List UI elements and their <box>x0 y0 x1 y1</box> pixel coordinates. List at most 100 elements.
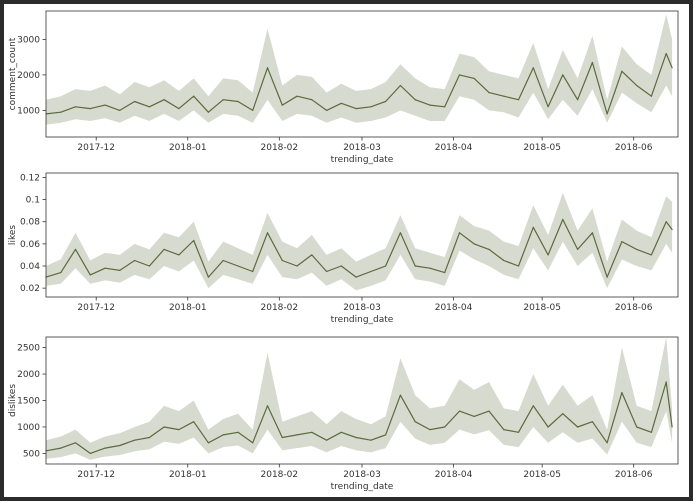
x-tick-label: 2018-04 <box>435 303 473 313</box>
data-point <box>222 259 224 262</box>
data-point <box>458 74 461 76</box>
data-point <box>665 381 667 383</box>
y-tick-label: 2000 <box>17 71 40 81</box>
data-point <box>414 99 416 101</box>
data-point <box>104 267 106 269</box>
x-tick-label: 2018-02 <box>261 303 299 313</box>
data-point <box>473 77 475 79</box>
data-point <box>429 429 431 431</box>
data-point <box>517 431 520 433</box>
data-point <box>547 106 549 108</box>
x-tick-label: 2018-02 <box>261 143 299 153</box>
data-point <box>636 84 638 87</box>
data-point <box>621 241 623 243</box>
data-point <box>621 70 623 72</box>
data-point <box>148 436 150 439</box>
data-point <box>665 221 667 223</box>
data-point <box>281 104 283 106</box>
data-point <box>636 426 638 428</box>
data-point <box>577 99 579 101</box>
data-point <box>119 444 121 447</box>
y-tick-label: 500 <box>23 449 40 459</box>
x-tick-label: 2018-06 <box>615 143 653 153</box>
data-point <box>517 99 520 101</box>
data-point <box>311 99 313 101</box>
series-line <box>45 218 673 278</box>
data-point <box>207 442 209 444</box>
data-point <box>444 106 446 108</box>
data-point <box>163 99 165 101</box>
data-point <box>671 426 673 428</box>
data-point <box>252 109 254 111</box>
y-tick-label: 2500 <box>17 344 40 354</box>
data-point <box>671 67 673 69</box>
data-point <box>163 248 165 250</box>
data-point <box>178 254 180 256</box>
data-point <box>532 226 534 228</box>
data-point <box>636 248 638 250</box>
data-point <box>621 392 623 394</box>
data-point <box>237 431 239 433</box>
x-tick-label: 2018-05 <box>523 303 561 313</box>
data-point <box>385 265 387 267</box>
data-point <box>577 426 579 428</box>
data-point <box>193 95 195 97</box>
data-point <box>222 99 224 101</box>
y-tick-label: 2000 <box>17 370 40 380</box>
data-point <box>104 104 106 106</box>
data-point <box>134 100 136 103</box>
data-point <box>532 67 534 69</box>
y-tick-label: 0.12 <box>20 173 40 183</box>
data-point <box>503 95 505 97</box>
y-axis-label: dislikes <box>8 384 18 417</box>
data-point <box>650 95 653 97</box>
y-tick-label: 3000 <box>17 35 40 45</box>
data-point <box>60 447 62 449</box>
data-point <box>370 106 372 108</box>
y-tick-label: 0.06 <box>20 240 40 250</box>
data-point <box>488 248 490 250</box>
data-point <box>326 109 328 111</box>
data-point <box>591 61 594 64</box>
data-point <box>532 405 534 407</box>
y-tick-label: 0.1 <box>26 196 40 206</box>
data-point <box>237 100 239 103</box>
data-point <box>488 92 490 94</box>
x-axis-label: trending_date <box>331 155 394 165</box>
data-point <box>163 426 165 428</box>
series-line <box>45 381 673 454</box>
data-point <box>503 429 505 431</box>
data-point <box>178 108 180 110</box>
x-axis-label: trending_date <box>331 482 394 492</box>
data-point <box>252 270 254 273</box>
data-point <box>355 436 357 439</box>
x-tick-label: 2018-05 <box>523 470 561 480</box>
data-point <box>60 111 62 113</box>
data-point <box>119 269 121 271</box>
x-tick-label: 2018-02 <box>261 470 299 480</box>
data-point <box>281 436 283 439</box>
data-point <box>665 53 667 55</box>
data-point <box>148 106 150 108</box>
x-tick-label: 2018-05 <box>523 143 561 153</box>
data-point <box>296 95 298 97</box>
data-point <box>547 254 549 256</box>
data-point <box>296 434 298 436</box>
chart-figure: 2017-12 2018-01 2018-02 2018-03 2018-04 2018-… <box>8 10 679 492</box>
data-point <box>370 439 372 441</box>
data-point <box>89 108 91 110</box>
data-point <box>134 259 136 262</box>
data-point <box>399 84 401 87</box>
data-point <box>355 276 357 278</box>
y-axis-label: comment_count <box>8 37 18 110</box>
data-point <box>591 421 594 423</box>
data-point <box>178 429 180 431</box>
x-tick-label: 2018-03 <box>343 470 381 480</box>
data-point <box>252 442 254 444</box>
data-point <box>591 232 594 234</box>
data-point <box>458 232 461 234</box>
data-point <box>429 104 431 106</box>
data-point <box>671 228 673 231</box>
data-point <box>444 272 446 274</box>
x-tick-label: 2017-12 <box>77 303 115 313</box>
